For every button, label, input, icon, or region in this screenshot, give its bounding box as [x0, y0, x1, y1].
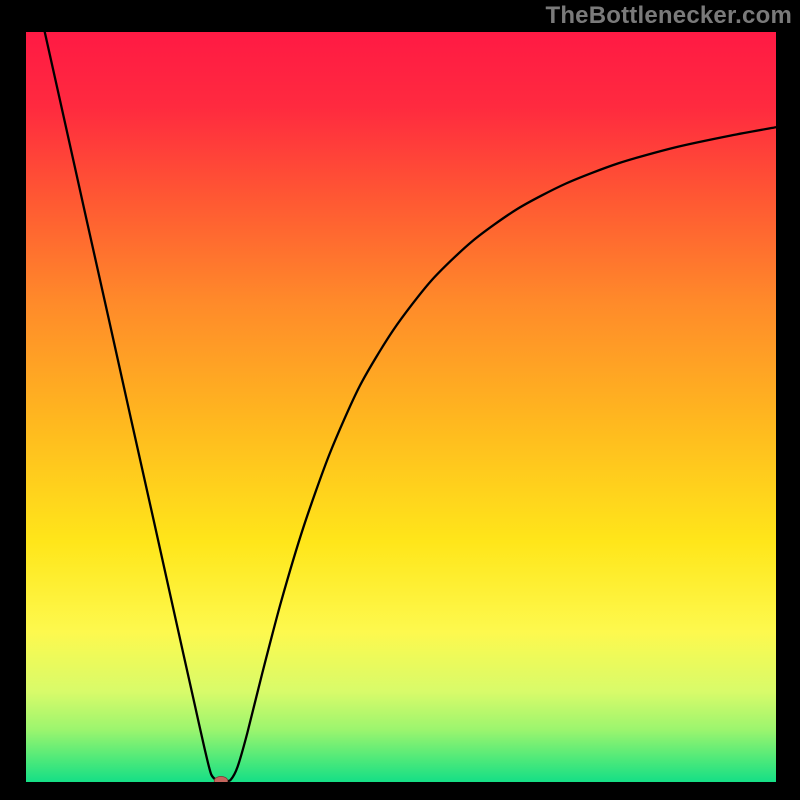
watermark-text: TheBottlenecker.com: [545, 2, 792, 30]
bottleneck-chart: [0, 0, 800, 800]
plot-gradient-background: [26, 32, 776, 782]
figure-container: TheBottlenecker.com: [0, 0, 800, 800]
